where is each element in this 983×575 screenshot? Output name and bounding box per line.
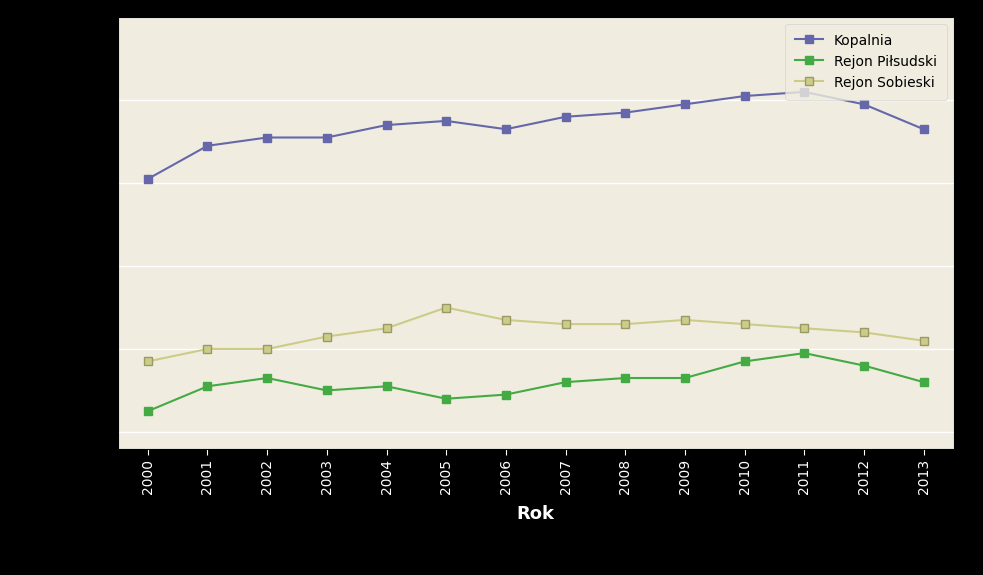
Rejon Piłsudski <box>202 383 213 390</box>
Kopalnia <box>619 109 631 116</box>
Kopalnia <box>321 134 333 141</box>
Kopalnia <box>202 143 213 150</box>
Kopalnia <box>858 101 870 108</box>
Rejon Sobieski <box>739 321 751 328</box>
Rejon Sobieski <box>918 337 930 344</box>
Rejon Piłsudski <box>500 391 512 398</box>
Rejon Sobieski <box>142 358 153 365</box>
Kopalnia <box>440 117 452 124</box>
Kopalnia <box>559 113 571 120</box>
Rejon Sobieski <box>440 304 452 311</box>
Rejon Piłsudski <box>739 358 751 365</box>
Kopalnia <box>500 126 512 133</box>
Rejon Piłsudski <box>679 374 691 381</box>
Y-axis label: Dopływ wód dołowych [m³/min]: Dopływ wód dołowych [m³/min] <box>63 98 79 367</box>
Line: Rejon Piłsudski: Rejon Piłsudski <box>144 349 928 415</box>
X-axis label: Rok: Rok <box>517 505 554 523</box>
Kopalnia <box>798 89 810 95</box>
Rejon Piłsudski <box>321 387 333 394</box>
Legend: Kopalnia, Rejon Piłsudski, Rejon Sobieski: Kopalnia, Rejon Piłsudski, Rejon Sobiesk… <box>785 24 947 99</box>
Rejon Piłsudski <box>619 374 631 381</box>
Kopalnia <box>261 134 273 141</box>
Rejon Piłsudski <box>798 350 810 356</box>
Rejon Piłsudski <box>918 379 930 386</box>
Rejon Sobieski <box>202 346 213 352</box>
Line: Kopalnia: Kopalnia <box>144 88 928 183</box>
Kopalnia <box>918 126 930 133</box>
Rejon Sobieski <box>500 316 512 323</box>
Kopalnia <box>739 93 751 99</box>
Rejon Piłsudski <box>440 395 452 402</box>
Rejon Piłsudski <box>559 379 571 386</box>
Rejon Sobieski <box>858 329 870 336</box>
Rejon Piłsudski <box>858 362 870 369</box>
Kopalnia <box>380 121 392 128</box>
Rejon Sobieski <box>798 325 810 332</box>
Kopalnia <box>679 101 691 108</box>
Rejon Piłsudski <box>261 374 273 381</box>
Rejon Sobieski <box>679 316 691 323</box>
Rejon Sobieski <box>261 346 273 352</box>
Rejon Sobieski <box>619 321 631 328</box>
Line: Rejon Sobieski: Rejon Sobieski <box>144 304 928 366</box>
Rejon Sobieski <box>380 325 392 332</box>
Kopalnia <box>142 175 153 182</box>
Rejon Sobieski <box>559 321 571 328</box>
Rejon Piłsudski <box>380 383 392 390</box>
Rejon Sobieski <box>321 333 333 340</box>
Rejon Piłsudski <box>142 408 153 415</box>
